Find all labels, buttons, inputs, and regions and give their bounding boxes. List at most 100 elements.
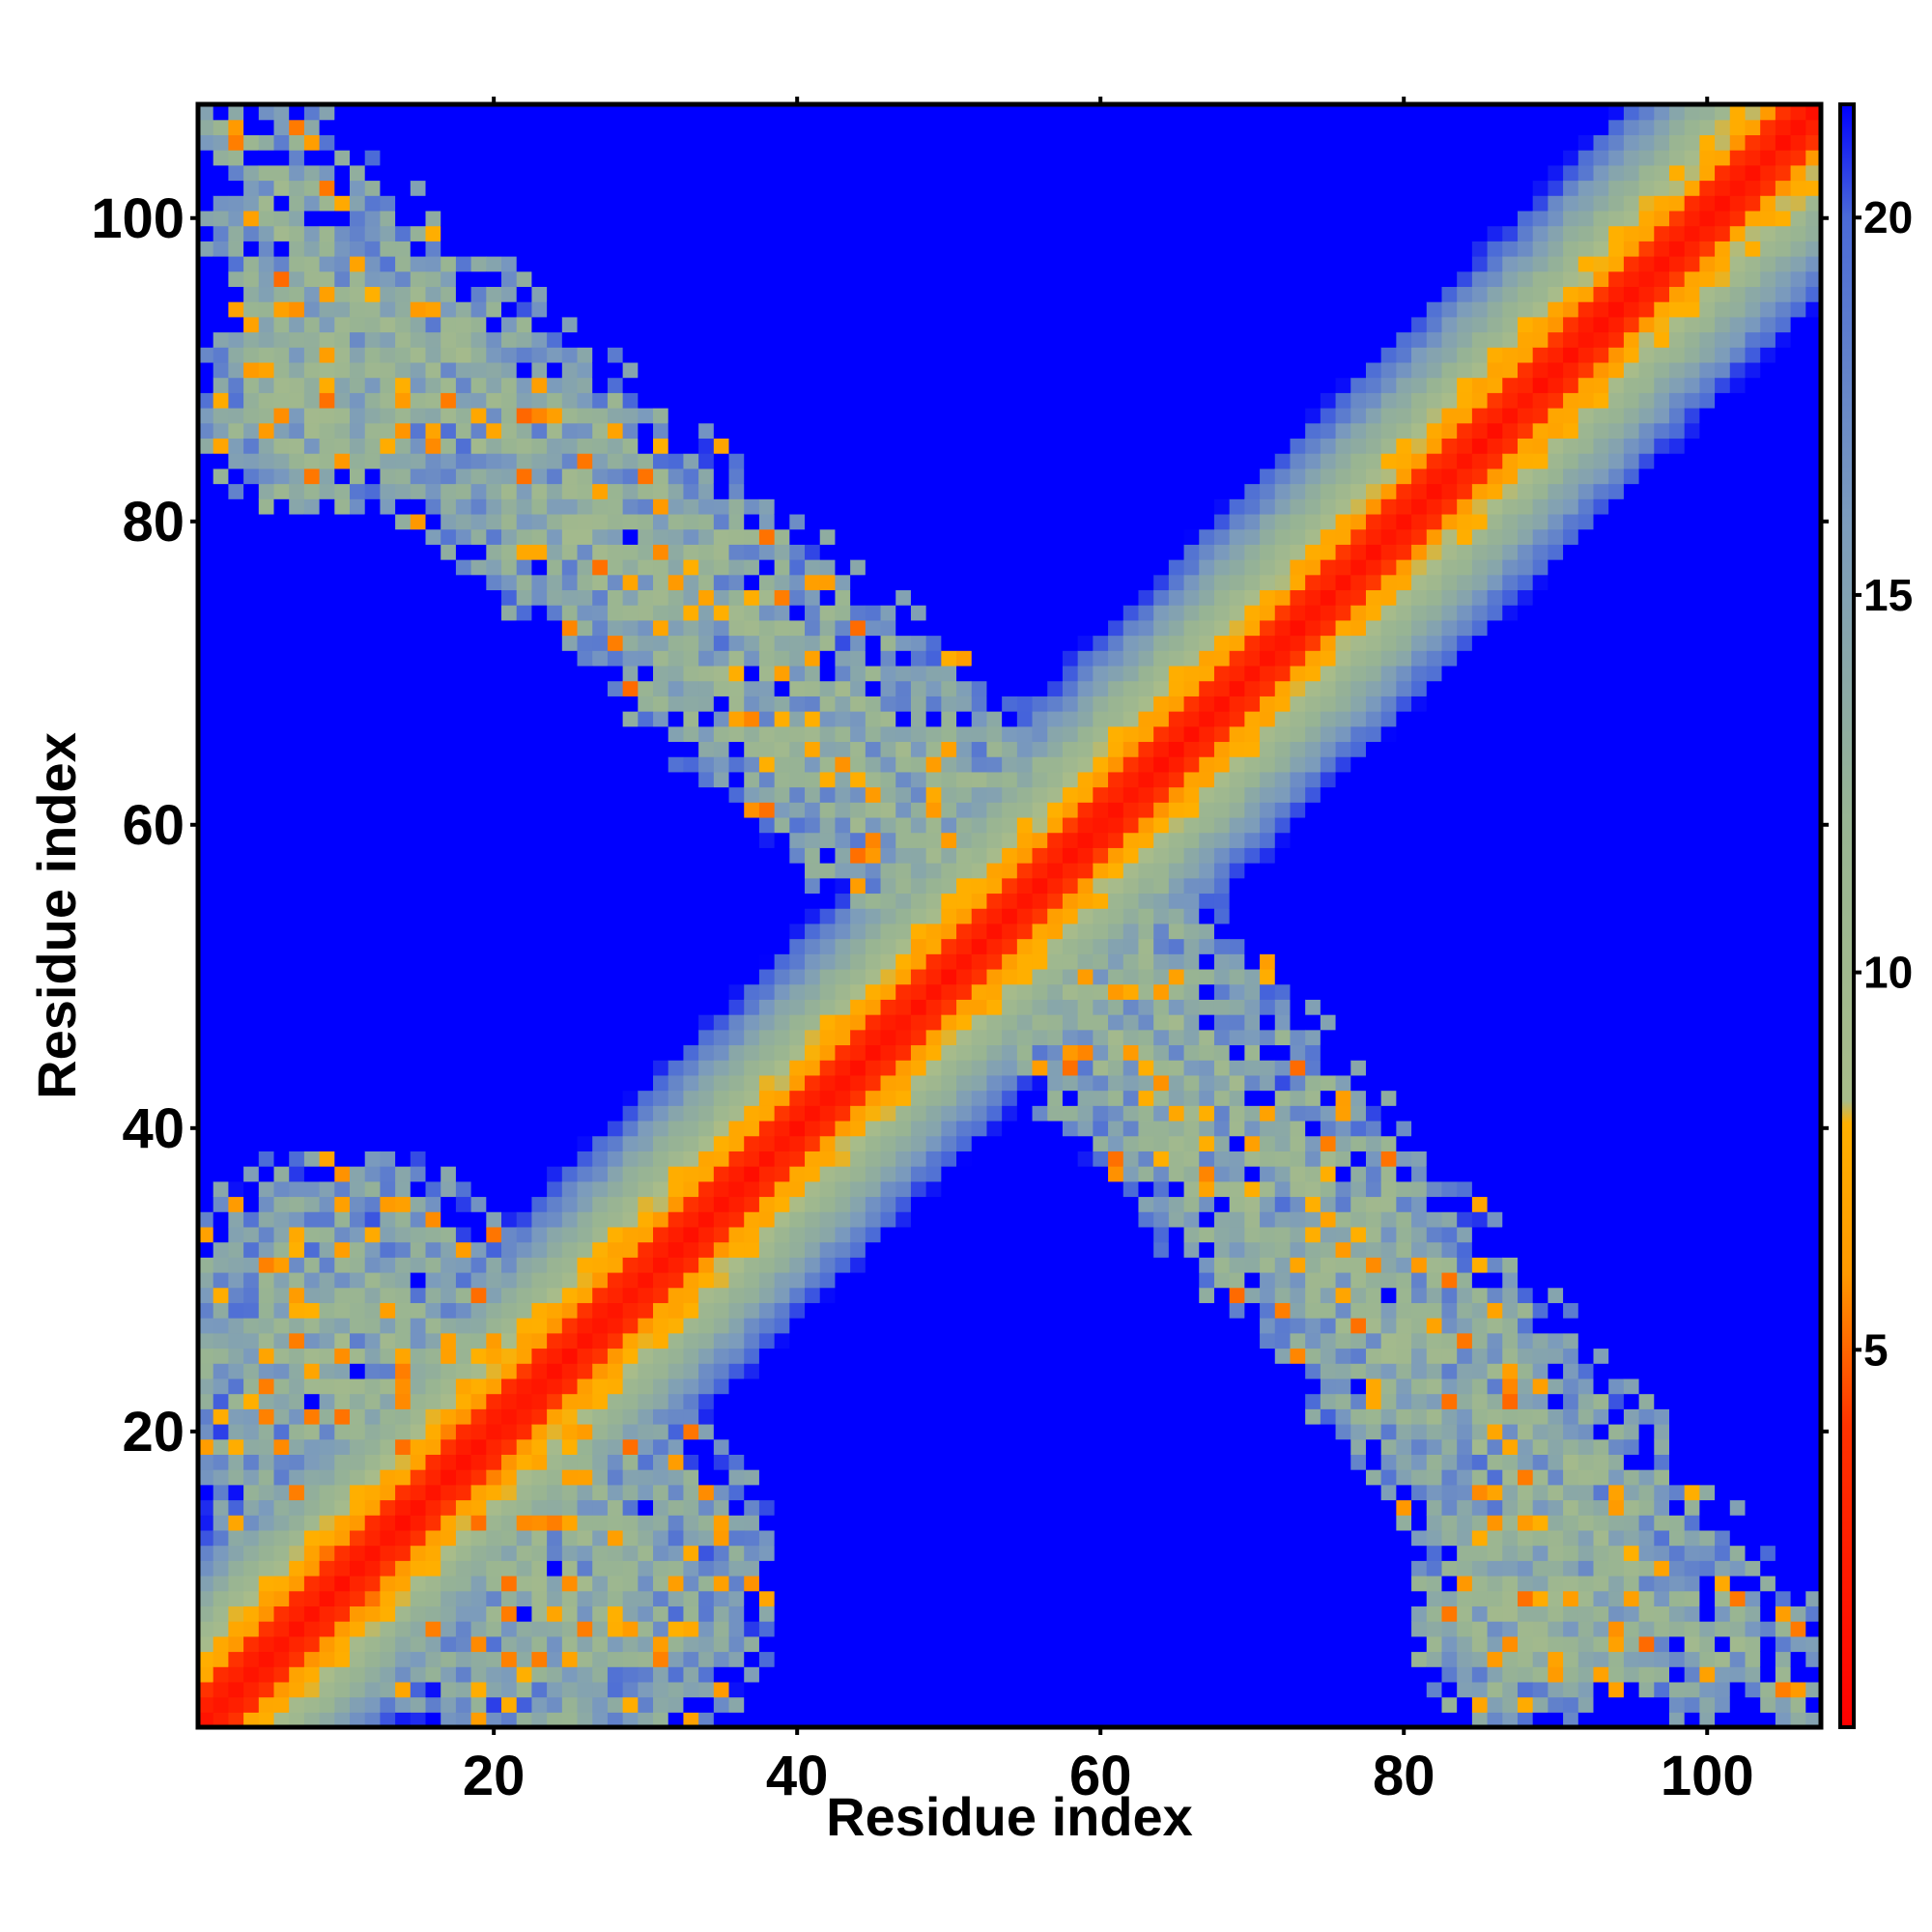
heatmap-cell [653, 680, 669, 696]
heatmap-cell [303, 1666, 321, 1683]
heatmap-cell [516, 1484, 533, 1501]
heatmap-cell [410, 1499, 427, 1516]
heatmap-cell [789, 1166, 806, 1182]
heatmap-cell [819, 1151, 837, 1167]
heatmap-cell [607, 1151, 624, 1167]
heatmap-cell [850, 1393, 867, 1409]
heatmap-cell [380, 1529, 396, 1547]
heatmap-cell [410, 953, 427, 970]
heatmap-cell [258, 422, 275, 440]
heatmap-cell [698, 392, 715, 409]
heatmap-cell [774, 1545, 790, 1561]
heatmap-cell [880, 983, 896, 1000]
heatmap-cell [228, 1271, 244, 1289]
heatmap-cell [470, 1241, 487, 1258]
heatmap-cell [273, 392, 290, 409]
heatmap-cell [501, 498, 518, 515]
heatmap-cell [653, 1560, 669, 1577]
heatmap-cell [410, 241, 427, 257]
heatmap-cell [850, 1257, 867, 1273]
heatmap-cell [289, 893, 305, 909]
heatmap-cell [728, 1257, 745, 1273]
heatmap-cell [547, 802, 563, 818]
heatmap-cell [470, 908, 487, 924]
heatmap-cell [410, 1332, 427, 1350]
heatmap-cell [470, 1211, 487, 1228]
heatmap-cell [516, 725, 533, 743]
heatmap-cell [865, 408, 882, 424]
heatmap-cell [516, 1560, 533, 1577]
heatmap-cell [273, 999, 290, 1015]
heatmap-cell [198, 1681, 214, 1698]
heatmap-cell [835, 923, 851, 940]
heatmap-cell [395, 270, 412, 288]
heatmap-cell [455, 498, 472, 515]
heatmap-cell [713, 999, 730, 1015]
heatmap-cell [728, 134, 745, 151]
heatmap-cell [865, 923, 882, 940]
heatmap-cell [303, 1348, 321, 1364]
heatmap-cell [728, 1348, 745, 1364]
heatmap-cell [228, 1363, 244, 1379]
heatmap-cell [683, 1332, 699, 1350]
heatmap-cell [561, 1393, 579, 1409]
heatmap-cell [364, 816, 382, 834]
heatmap-cell [470, 210, 487, 227]
heatmap-cell [698, 725, 715, 743]
heatmap-cell [395, 1196, 412, 1212]
heatmap-cell [758, 574, 776, 591]
heatmap-cell [561, 635, 579, 651]
heatmap-cell [683, 1257, 699, 1273]
heatmap-cell [410, 1287, 427, 1303]
heatmap-cell [470, 877, 487, 895]
heatmap-cell [213, 1529, 229, 1547]
heatmap-cell [835, 938, 851, 954]
heatmap-cell [303, 1287, 321, 1303]
heatmap-cell [895, 877, 912, 895]
heatmap-cell [516, 1332, 533, 1350]
heatmap-cell [880, 953, 896, 970]
heatmap-cell [198, 1499, 214, 1516]
heatmap-cell [880, 408, 896, 424]
heatmap-cell [198, 1529, 214, 1547]
heatmap-cell [228, 1681, 244, 1698]
heatmap-cell [835, 847, 851, 864]
heatmap-cell [835, 1348, 851, 1364]
heatmap-cell [561, 104, 579, 121]
heatmap-cell [758, 832, 776, 848]
heatmap-cell [289, 483, 305, 499]
heatmap-cell [895, 574, 912, 591]
heatmap-cell [334, 1029, 351, 1046]
heatmap-cell [440, 1302, 457, 1319]
heatmap-cell [774, 1348, 790, 1364]
heatmap-cell [819, 1696, 837, 1713]
heatmap-cell [501, 1469, 518, 1486]
heatmap-cell [486, 1560, 502, 1577]
heatmap-cell [758, 195, 776, 212]
heatmap-cell [865, 241, 882, 257]
heatmap-cell [273, 528, 290, 545]
heatmap-cell [880, 1241, 896, 1258]
heatmap-cell [213, 1363, 229, 1379]
heatmap-cell [653, 286, 669, 302]
heatmap-cell [198, 816, 214, 834]
heatmap-cell [380, 331, 396, 348]
heatmap-cell [228, 771, 244, 788]
heatmap-cell [638, 1363, 654, 1379]
heatmap-cell [895, 725, 912, 743]
heatmap-cell [516, 1635, 533, 1653]
heatmap-cell [698, 1287, 715, 1303]
heatmap-cell [819, 1257, 837, 1273]
heatmap-cell [865, 1378, 882, 1395]
heatmap-cell [334, 1090, 351, 1106]
heatmap-cell [425, 711, 441, 727]
heatmap-cell [516, 1180, 533, 1198]
heatmap-cell [561, 1469, 579, 1486]
heatmap-cell [213, 1348, 229, 1364]
heatmap-cell [455, 877, 472, 895]
heatmap-cell [819, 680, 837, 696]
heatmap-cell [303, 104, 321, 121]
heatmap-cell [789, 711, 806, 727]
heatmap-cell [486, 559, 502, 576]
heatmap-cell [744, 1529, 760, 1547]
